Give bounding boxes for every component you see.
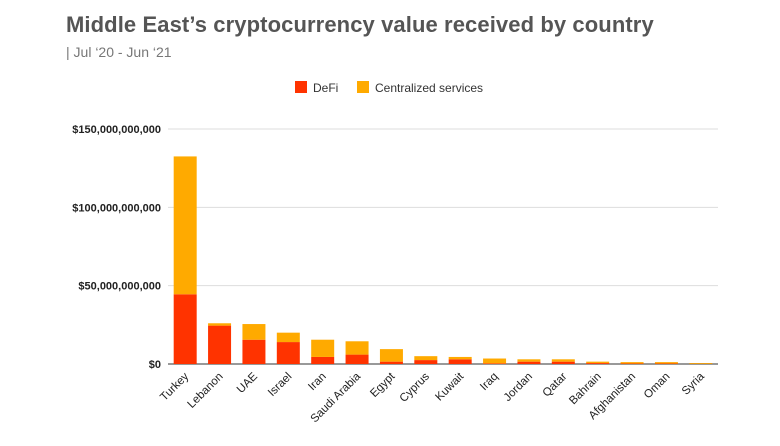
- bar-defi-uae: [242, 339, 266, 364]
- bar-defi-qatar: [551, 361, 575, 364]
- x-tick-label: Syria: [680, 370, 707, 397]
- bar-centralized-qatar: [551, 359, 575, 362]
- x-tick-label: Kuwait: [433, 370, 466, 403]
- bar-centralized-bahrain: [586, 361, 610, 364]
- y-tick-label: $50,000,000,000: [78, 281, 161, 293]
- bar-defi-cyprus: [414, 360, 438, 364]
- bars: [173, 156, 713, 364]
- x-tick-label: Egypt: [368, 370, 398, 400]
- bar-centralized-cyprus: [414, 356, 438, 361]
- bar-defi-kuwait: [448, 359, 472, 364]
- x-tick-label: Qatar: [541, 371, 570, 400]
- bar-centralized-jordan: [517, 359, 541, 362]
- legend: DeFi Centralized services: [295, 81, 483, 95]
- bar-defi-bahrain: [586, 363, 610, 364]
- bar-defi-turkey: [173, 294, 197, 364]
- bar-centralized-kuwait: [448, 356, 472, 360]
- bar-defi-jordan: [517, 361, 541, 364]
- x-tick-label: Iraq: [478, 371, 501, 394]
- bar-centralized-saudi-arabia: [345, 341, 369, 355]
- y-tick-label: $150,000,000,000: [72, 124, 161, 136]
- x-tick-label: Lebanon: [186, 371, 226, 411]
- legend-swatch-centralized: [357, 81, 369, 93]
- y-axis: $0 $50,000,000,000 $100,000,000,000 $150,00…: [72, 124, 161, 371]
- bar-centralized-turkey: [173, 156, 197, 295]
- bar-centralized-iraq: [483, 358, 507, 364]
- x-tick-label: Israel: [266, 371, 294, 399]
- bar-centralized-uae: [242, 324, 266, 340]
- bar-centralized-lebanon: [208, 323, 232, 326]
- bar-defi-iran: [311, 356, 335, 364]
- legend-swatch-defi: [295, 81, 307, 93]
- bar-centralized-israel: [276, 332, 300, 343]
- y-tick-label: $100,000,000,000: [72, 202, 161, 214]
- chart-subtitle: | Jul ‘20 - Jun ‘21: [66, 44, 172, 60]
- x-tick-label: Jordan: [502, 371, 535, 404]
- bar-centralized-afghanistan: [620, 362, 644, 364]
- x-tick-label: Turkey: [158, 370, 191, 403]
- bar-defi-egypt: [379, 361, 403, 364]
- bar-defi-israel: [276, 342, 300, 364]
- legend-label-centralized: Centralized services: [375, 81, 483, 95]
- x-tick-label: Cyprus: [398, 370, 432, 404]
- bar-defi-iraq: [483, 363, 507, 364]
- bar-centralized-oman: [654, 362, 678, 364]
- x-tick-label: Iran: [306, 371, 329, 394]
- bar-centralized-iran: [311, 339, 335, 357]
- x-tick-label: UAE: [235, 370, 260, 395]
- bar-defi-saudi-arabia: [345, 354, 369, 364]
- bar-centralized-syria: [689, 363, 713, 364]
- legend-label-defi: DeFi: [313, 81, 338, 95]
- bar-centralized-egypt: [379, 349, 403, 362]
- y-tick-label: $0: [149, 359, 161, 371]
- bar-defi-lebanon: [208, 325, 232, 364]
- chart-title: Middle East’s cryptocurrency value recei…: [66, 12, 654, 37]
- x-tick-label: Oman: [642, 371, 673, 402]
